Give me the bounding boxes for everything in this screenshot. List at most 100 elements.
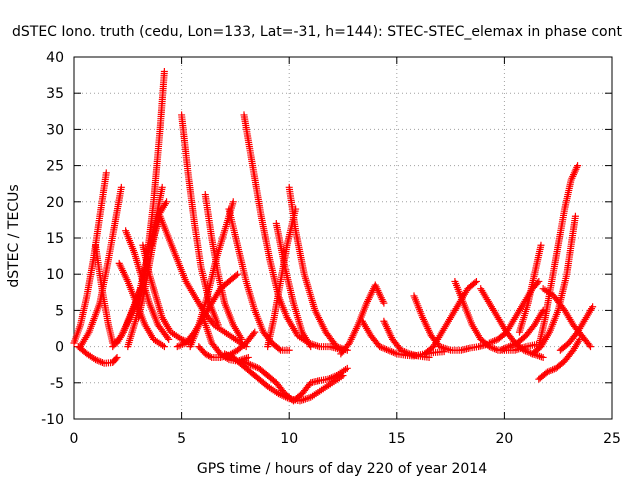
series-track-29 (421, 277, 480, 358)
series-track-16 (186, 198, 237, 351)
data-point (545, 367, 553, 375)
y-tick-label: 15 (46, 231, 64, 247)
data-point (401, 348, 409, 356)
series-track-37 (556, 303, 597, 354)
data-point (498, 345, 506, 353)
data-point (92, 356, 100, 364)
data-point (343, 364, 351, 372)
y-tick-label: 35 (46, 86, 64, 102)
data-point (399, 347, 407, 355)
data-point (165, 335, 173, 343)
data-point (238, 357, 246, 365)
data-point (301, 395, 309, 403)
data-point (112, 355, 120, 363)
data-point (285, 346, 293, 354)
data-point (163, 334, 171, 342)
series-track-21 (238, 357, 351, 405)
data-point (425, 353, 433, 361)
series-track-13 (178, 111, 222, 329)
data-point (589, 303, 597, 311)
data-point (491, 337, 499, 345)
data-point (117, 183, 125, 191)
data-point (244, 353, 252, 361)
data-point (489, 338, 497, 346)
x-tick-label: 15 (388, 431, 406, 447)
axis-ticks: 0 5 10 15 20 25 -10 -5 0 5 10 15 20 25 30 35 40 (41, 50, 621, 447)
data-point (491, 345, 499, 353)
data-point (384, 346, 392, 354)
series-track-39 (539, 285, 594, 351)
data-point (160, 67, 168, 75)
data-point (113, 353, 121, 361)
data-point (520, 346, 528, 354)
data-point (381, 345, 389, 353)
series-track-24 (285, 183, 351, 354)
data-point (248, 361, 256, 369)
data-point (549, 366, 557, 374)
y-tick-label: 25 (46, 159, 64, 175)
series-track-19 (225, 205, 293, 354)
data-point (506, 342, 514, 350)
data-point (307, 343, 315, 351)
data-point (521, 347, 529, 355)
series-track-33 (496, 306, 547, 354)
data-point (485, 339, 493, 347)
series-track-25 (337, 281, 388, 358)
data-point (489, 344, 497, 352)
data-point (234, 270, 242, 278)
data-point (388, 348, 396, 356)
data-point (536, 352, 544, 360)
series-track-36 (535, 162, 582, 351)
y-axis-label: dSTEC / TECUs (6, 184, 22, 287)
data-point (329, 373, 337, 381)
data-point (472, 277, 480, 285)
data-point (500, 345, 508, 353)
data-point (93, 356, 101, 364)
x-tick-label: 25 (603, 431, 621, 447)
data-point (537, 241, 545, 249)
data-point (501, 344, 509, 352)
data-point (160, 343, 168, 351)
data-point (224, 351, 232, 359)
data-point (221, 350, 229, 358)
data-point (177, 341, 185, 349)
data-point (226, 352, 234, 360)
data-point (238, 335, 246, 343)
data-point (574, 162, 582, 170)
data-point (382, 345, 390, 353)
data-point (163, 198, 171, 206)
data-point (175, 342, 183, 350)
data-point (379, 344, 387, 352)
data-point (312, 341, 320, 349)
data-point (508, 341, 516, 349)
data-point (314, 342, 322, 350)
data-point (240, 358, 248, 366)
data-point (97, 358, 105, 366)
series-track-9 (139, 241, 194, 347)
series-track-4 (74, 343, 121, 367)
data-point (252, 363, 260, 371)
data-point (510, 340, 518, 348)
series-track-1 (70, 169, 110, 347)
y-tick-label: 40 (46, 50, 64, 66)
data-point (241, 359, 249, 367)
data-point (547, 366, 555, 374)
data-point (205, 352, 212, 360)
data-point (214, 321, 222, 329)
y-tick-label: -5 (50, 376, 64, 392)
data-point (250, 362, 258, 370)
data-point (331, 372, 339, 380)
series-track-34 (515, 241, 545, 336)
y-tick-label: 0 (55, 340, 64, 356)
data-point (571, 212, 579, 220)
y-tick-label: 20 (46, 195, 64, 211)
data-point (585, 341, 593, 349)
data-point (246, 361, 254, 369)
data-point (327, 374, 335, 382)
data-point (503, 343, 511, 351)
y-tick-label: -10 (41, 412, 64, 428)
y-tick-label: 10 (46, 267, 64, 283)
x-tick-label: 0 (70, 431, 79, 447)
data-point (397, 346, 405, 354)
